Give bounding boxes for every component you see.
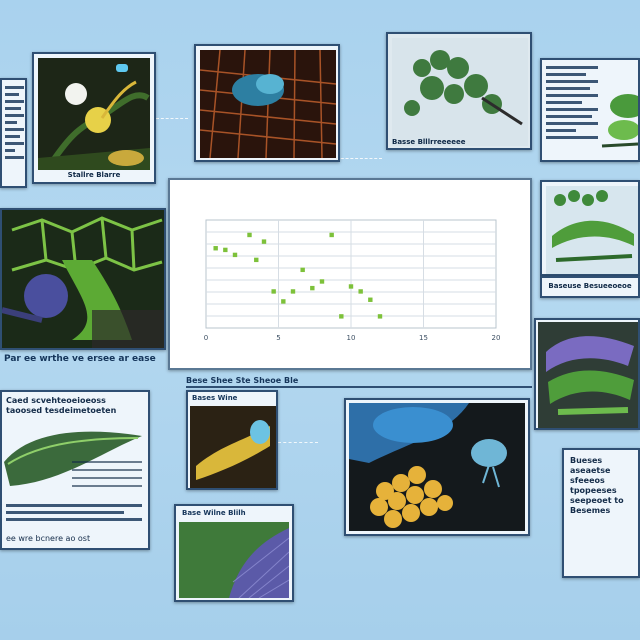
chart-data-point: [329, 232, 334, 238]
mesh-photo-panel: [194, 44, 340, 162]
leaf-stack-caption: Baseuse Besueeoeoe: [548, 282, 632, 290]
right-text: Bueses aseaetse sfeeeos tpopeeses seepeo…: [570, 456, 624, 515]
left-notes-caption: Par ee wrthe ve ersee ar ease: [4, 354, 156, 364]
honeycomb-plant-panel: [0, 208, 166, 350]
chart-data-point: [368, 297, 373, 302]
notes-column-top-left: [0, 78, 27, 188]
scatter-chart-panel: 0 5 10 15 20: [168, 178, 532, 370]
leaf-text: Caed scvehteoeioeoss taoosed tesdeimetoe…: [6, 396, 117, 415]
chart-data-point: [247, 232, 252, 238]
chart-data-point: [377, 314, 383, 319]
plant-sketch-photo: [392, 38, 528, 146]
purple-leaf-photo: [538, 322, 638, 428]
chart-x-tick-label: 20: [492, 334, 501, 342]
chart-data-point: [358, 289, 363, 294]
chart-x-tick-label: 5: [276, 334, 280, 342]
plant-sketch-panel: Basse Blllrreeeeee: [386, 32, 532, 150]
cell-photo: [349, 403, 525, 531]
purple-leaf-panel: [534, 318, 640, 430]
chart-data-point: [310, 285, 315, 291]
leaf-stack-illustration: [546, 186, 638, 274]
chart-x-tick-label: 15: [419, 334, 428, 342]
chart-data-point: [254, 257, 259, 263]
plant-illustration: [601, 94, 638, 148]
chart-data-point: [213, 246, 218, 251]
mosaic-panel: Base Wilne Blilh: [174, 504, 294, 602]
chart-data-point: [319, 279, 325, 284]
yellow-cell-caption: Bases Wine: [192, 394, 238, 402]
chart-data-point: [223, 247, 228, 253]
leaf-stack-caption-bar: Baseuse Besueeoeoe: [540, 276, 640, 298]
plant-sketch-caption: Basse Blllrreeeeee: [392, 138, 466, 146]
chart-data-point: [348, 284, 354, 289]
chart-data-point: [271, 289, 276, 294]
chart-data-point: [232, 252, 238, 258]
scatter-chart: 0 5 10 15 20: [204, 219, 501, 342]
leaf-stack-panel: [540, 180, 640, 276]
yellow-cell-photo: [190, 406, 276, 488]
leaf-text-panel: Caed scvehteoeioeoss taoosed tesdeimetoe…: [0, 390, 150, 550]
chart-x-tick-label: 0: [204, 334, 208, 342]
mosaic-photo: [179, 522, 289, 598]
leaf-illustration: [4, 431, 142, 487]
yellow-cell-panel: Bases Wine: [186, 390, 278, 490]
chart-data-point: [339, 314, 344, 319]
mosaic-caption: Base Wilne Blilh: [182, 509, 246, 517]
mesh-photo: [200, 50, 336, 158]
chart-data-point: [261, 239, 267, 244]
right-text-panel: Bueses aseaetse sfeeeos tpopeeses seepeo…: [562, 448, 640, 578]
flower-photo-caption: Stallre Blarre: [67, 171, 121, 179]
chart-x-tick-label: 10: [347, 334, 356, 342]
connector-line: [156, 118, 188, 119]
chart-data-point: [281, 299, 286, 304]
leaf-caption: ee wre bcnere ao ost: [6, 534, 91, 543]
connector-line: [336, 158, 382, 159]
chart-data-point: [300, 267, 305, 273]
flower-photo: [38, 58, 150, 170]
flower-photo-panel: Stallre Blarre: [32, 52, 156, 184]
honeycomb-plant-photo: [2, 210, 164, 348]
chart-data-point: [290, 289, 296, 294]
notes-panel-top-right: [540, 58, 640, 162]
connector-line: [278, 442, 318, 443]
strip-caption: Bese Shee Ste Sheoe Ble: [186, 376, 532, 388]
cell-photo-panel: [344, 398, 530, 536]
